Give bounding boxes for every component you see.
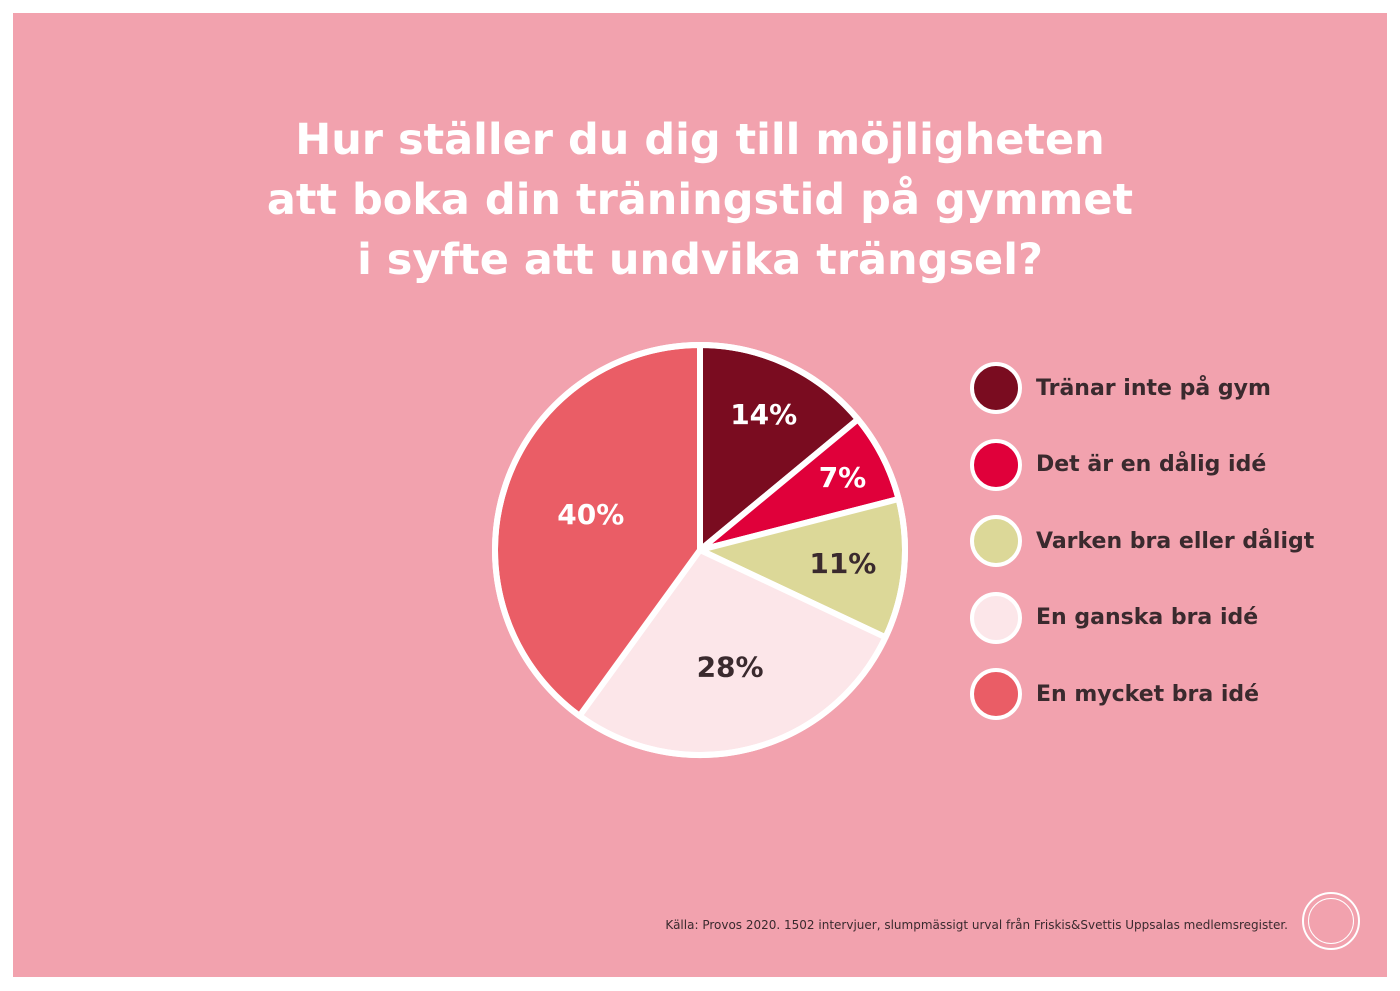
legend-swatch <box>970 668 1022 720</box>
title-line-3: i syfte att undvika trängsel? <box>357 235 1043 285</box>
pie-data-label: 28% <box>697 651 764 684</box>
pie-data-label: 11% <box>809 547 876 580</box>
legend-label: En mycket bra idé <box>1036 681 1260 707</box>
pie-data-label: 14% <box>730 398 797 431</box>
title-line-1: Hur ställer du dig till möjligheten <box>295 115 1105 165</box>
pie-data-label: 7% <box>819 461 867 494</box>
pie-data-label: 40% <box>557 498 624 531</box>
legend-swatch <box>970 515 1022 567</box>
legend-item-ganska-bra: En ganska bra idé <box>970 591 1314 644</box>
legend-item-varken: Varken bra eller dåligt <box>970 515 1314 567</box>
friskis-svettis-logo <box>1302 892 1360 950</box>
pie-outline <box>492 342 908 758</box>
legend-swatch <box>970 438 1022 491</box>
chart-title: Hur ställer du dig till möjligheten att … <box>0 110 1400 290</box>
title-line-2: att boka din träningstid på gymmet <box>266 175 1134 225</box>
legend-label: Varken bra eller dåligt <box>1036 528 1315 554</box>
source-note: Källa: Provos 2020. 1502 intervjuer, slu… <box>665 918 1288 932</box>
legend-label: Det är en dålig idé <box>1036 452 1267 477</box>
legend-item-mycket-bra: En mycket bra idé <box>970 668 1314 720</box>
legend-label: En ganska bra idé <box>1036 605 1259 630</box>
legend-label: Tränar inte på gym <box>1036 375 1271 401</box>
legend-item-tranar-inte: Tränar inte på gym <box>970 362 1314 414</box>
legend-swatch <box>970 591 1022 644</box>
legend-swatch <box>970 362 1022 414</box>
pie-chart: 14% 7% 11% 28% 40% <box>492 342 908 758</box>
legend-item-dalig-ide: Det är en dålig idé <box>970 438 1314 491</box>
legend: Tränar inte på gym Det är en dålig idé V… <box>970 362 1314 745</box>
